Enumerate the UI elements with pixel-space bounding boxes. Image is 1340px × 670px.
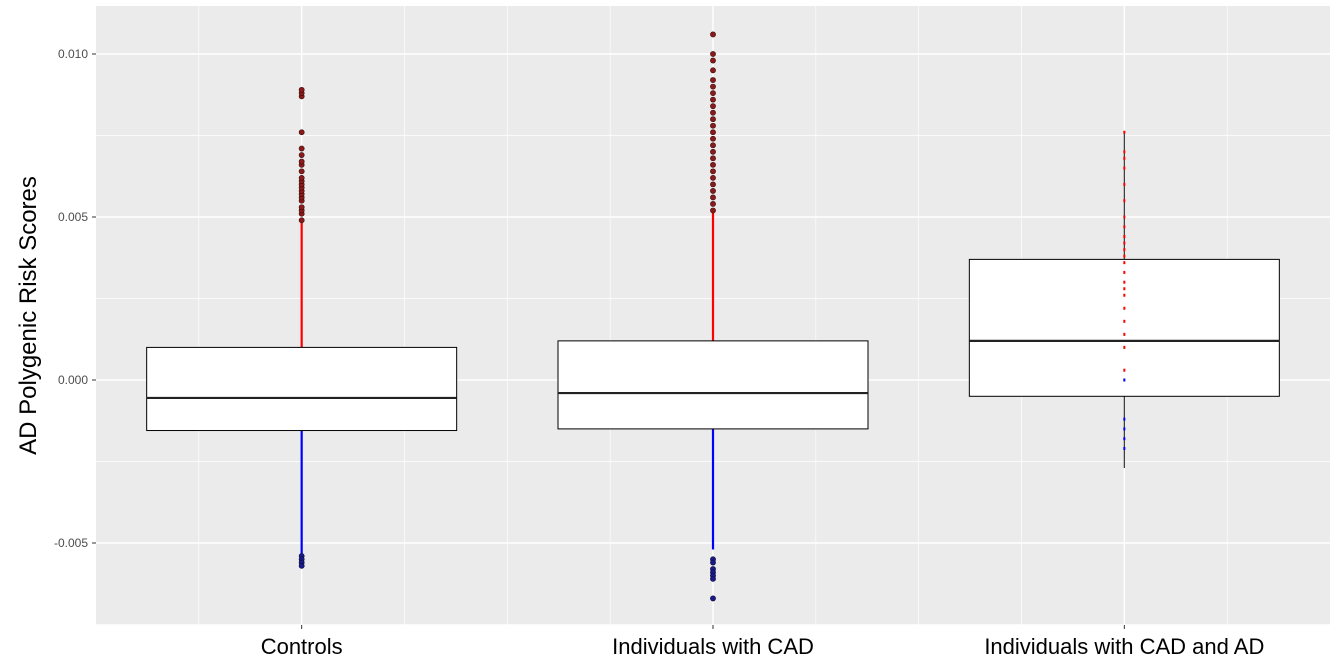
high-score-point [1123,280,1126,284]
high-score-point [1123,287,1126,291]
outlier-high [710,135,716,142]
low-score-point [1123,378,1126,382]
low-score-point [1123,427,1126,431]
high-score-point [1123,319,1126,323]
high-score-point [1123,254,1126,258]
outlier-high [710,207,716,214]
outlier-high [710,161,716,168]
high-score-point [1123,306,1126,310]
high-score-point [1123,241,1126,245]
boxes-layer [146,31,1280,602]
high-score-point [1123,156,1126,160]
box-iqr [968,258,1280,397]
outlier-low [298,562,305,569]
outlier-high [710,155,716,162]
high-score-point [1123,261,1126,265]
outlier-high [710,188,716,194]
outlier-high [710,31,716,38]
high-score-point [1123,345,1126,349]
outlier-high [710,122,716,129]
box-group-2 [557,31,869,602]
outlier-high [710,201,716,207]
outlier-high [710,148,716,155]
outlier-high [710,51,716,57]
outlier-high [710,57,716,64]
y-tick-label: 0.000 [58,373,88,387]
high-score-point [1123,199,1126,203]
outlier-high [710,83,716,90]
high-score-point [1123,332,1126,336]
high-score-point [1123,293,1126,297]
high-score-point [1123,235,1126,239]
low-score-point [1123,437,1126,441]
high-score-point [1123,215,1126,219]
outlier-high [298,145,305,152]
high-score-point [1123,130,1126,134]
box-iqr [146,346,458,432]
outlier-high [710,129,716,136]
outlier-high [710,116,716,123]
box-group-1 [146,86,458,569]
outlier-high [298,158,305,165]
box-iqr [557,340,869,430]
outlier-high [298,204,305,211]
outlier-low [710,595,716,602]
outlier-high [710,194,716,201]
x-axis-ticks: Controls Individuals with CAD Individuals … [261,625,1264,659]
y-axis-ticks: -0.005 0.000 0.005 0.010 [54,47,96,550]
x-tick-label: Individuals with CAD and AD [984,634,1264,659]
outlier-high [298,152,305,158]
y-tick-label: 0.005 [58,210,88,224]
y-tick-label: 0.010 [58,47,88,61]
high-score-point [1123,225,1126,229]
outlier-high [298,168,305,175]
high-score-point [1123,166,1126,170]
outlier-high [710,96,716,103]
high-score-point [1123,182,1126,186]
outlier-high [710,174,716,181]
outlier-high [298,217,305,224]
outlier-high [298,129,305,136]
high-score-point [1123,248,1126,252]
outlier-high [710,168,716,175]
outlier-high [710,103,716,110]
y-tick-label: -0.005 [54,536,88,550]
outlier-high [298,174,305,181]
y-axis-label: AD Polygenic Risk Scores [15,176,42,455]
outlier-high [710,181,716,188]
outlier-high [710,90,716,97]
outlier-high [710,142,716,149]
high-score-point [1123,150,1126,154]
x-tick-label: Controls [261,634,343,659]
box-group-3 [968,130,1280,469]
outlier-low [710,575,716,582]
high-score-point [1123,368,1126,372]
high-score-point [1123,270,1126,274]
x-tick-label: Individuals with CAD [612,634,814,659]
outlier-low [710,559,716,566]
outlier-high [710,77,716,83]
outlier-high [710,67,716,74]
low-score-point [1123,446,1126,450]
outlier-high [298,86,305,93]
outlier-high [710,109,716,116]
low-score-point [1123,417,1126,421]
